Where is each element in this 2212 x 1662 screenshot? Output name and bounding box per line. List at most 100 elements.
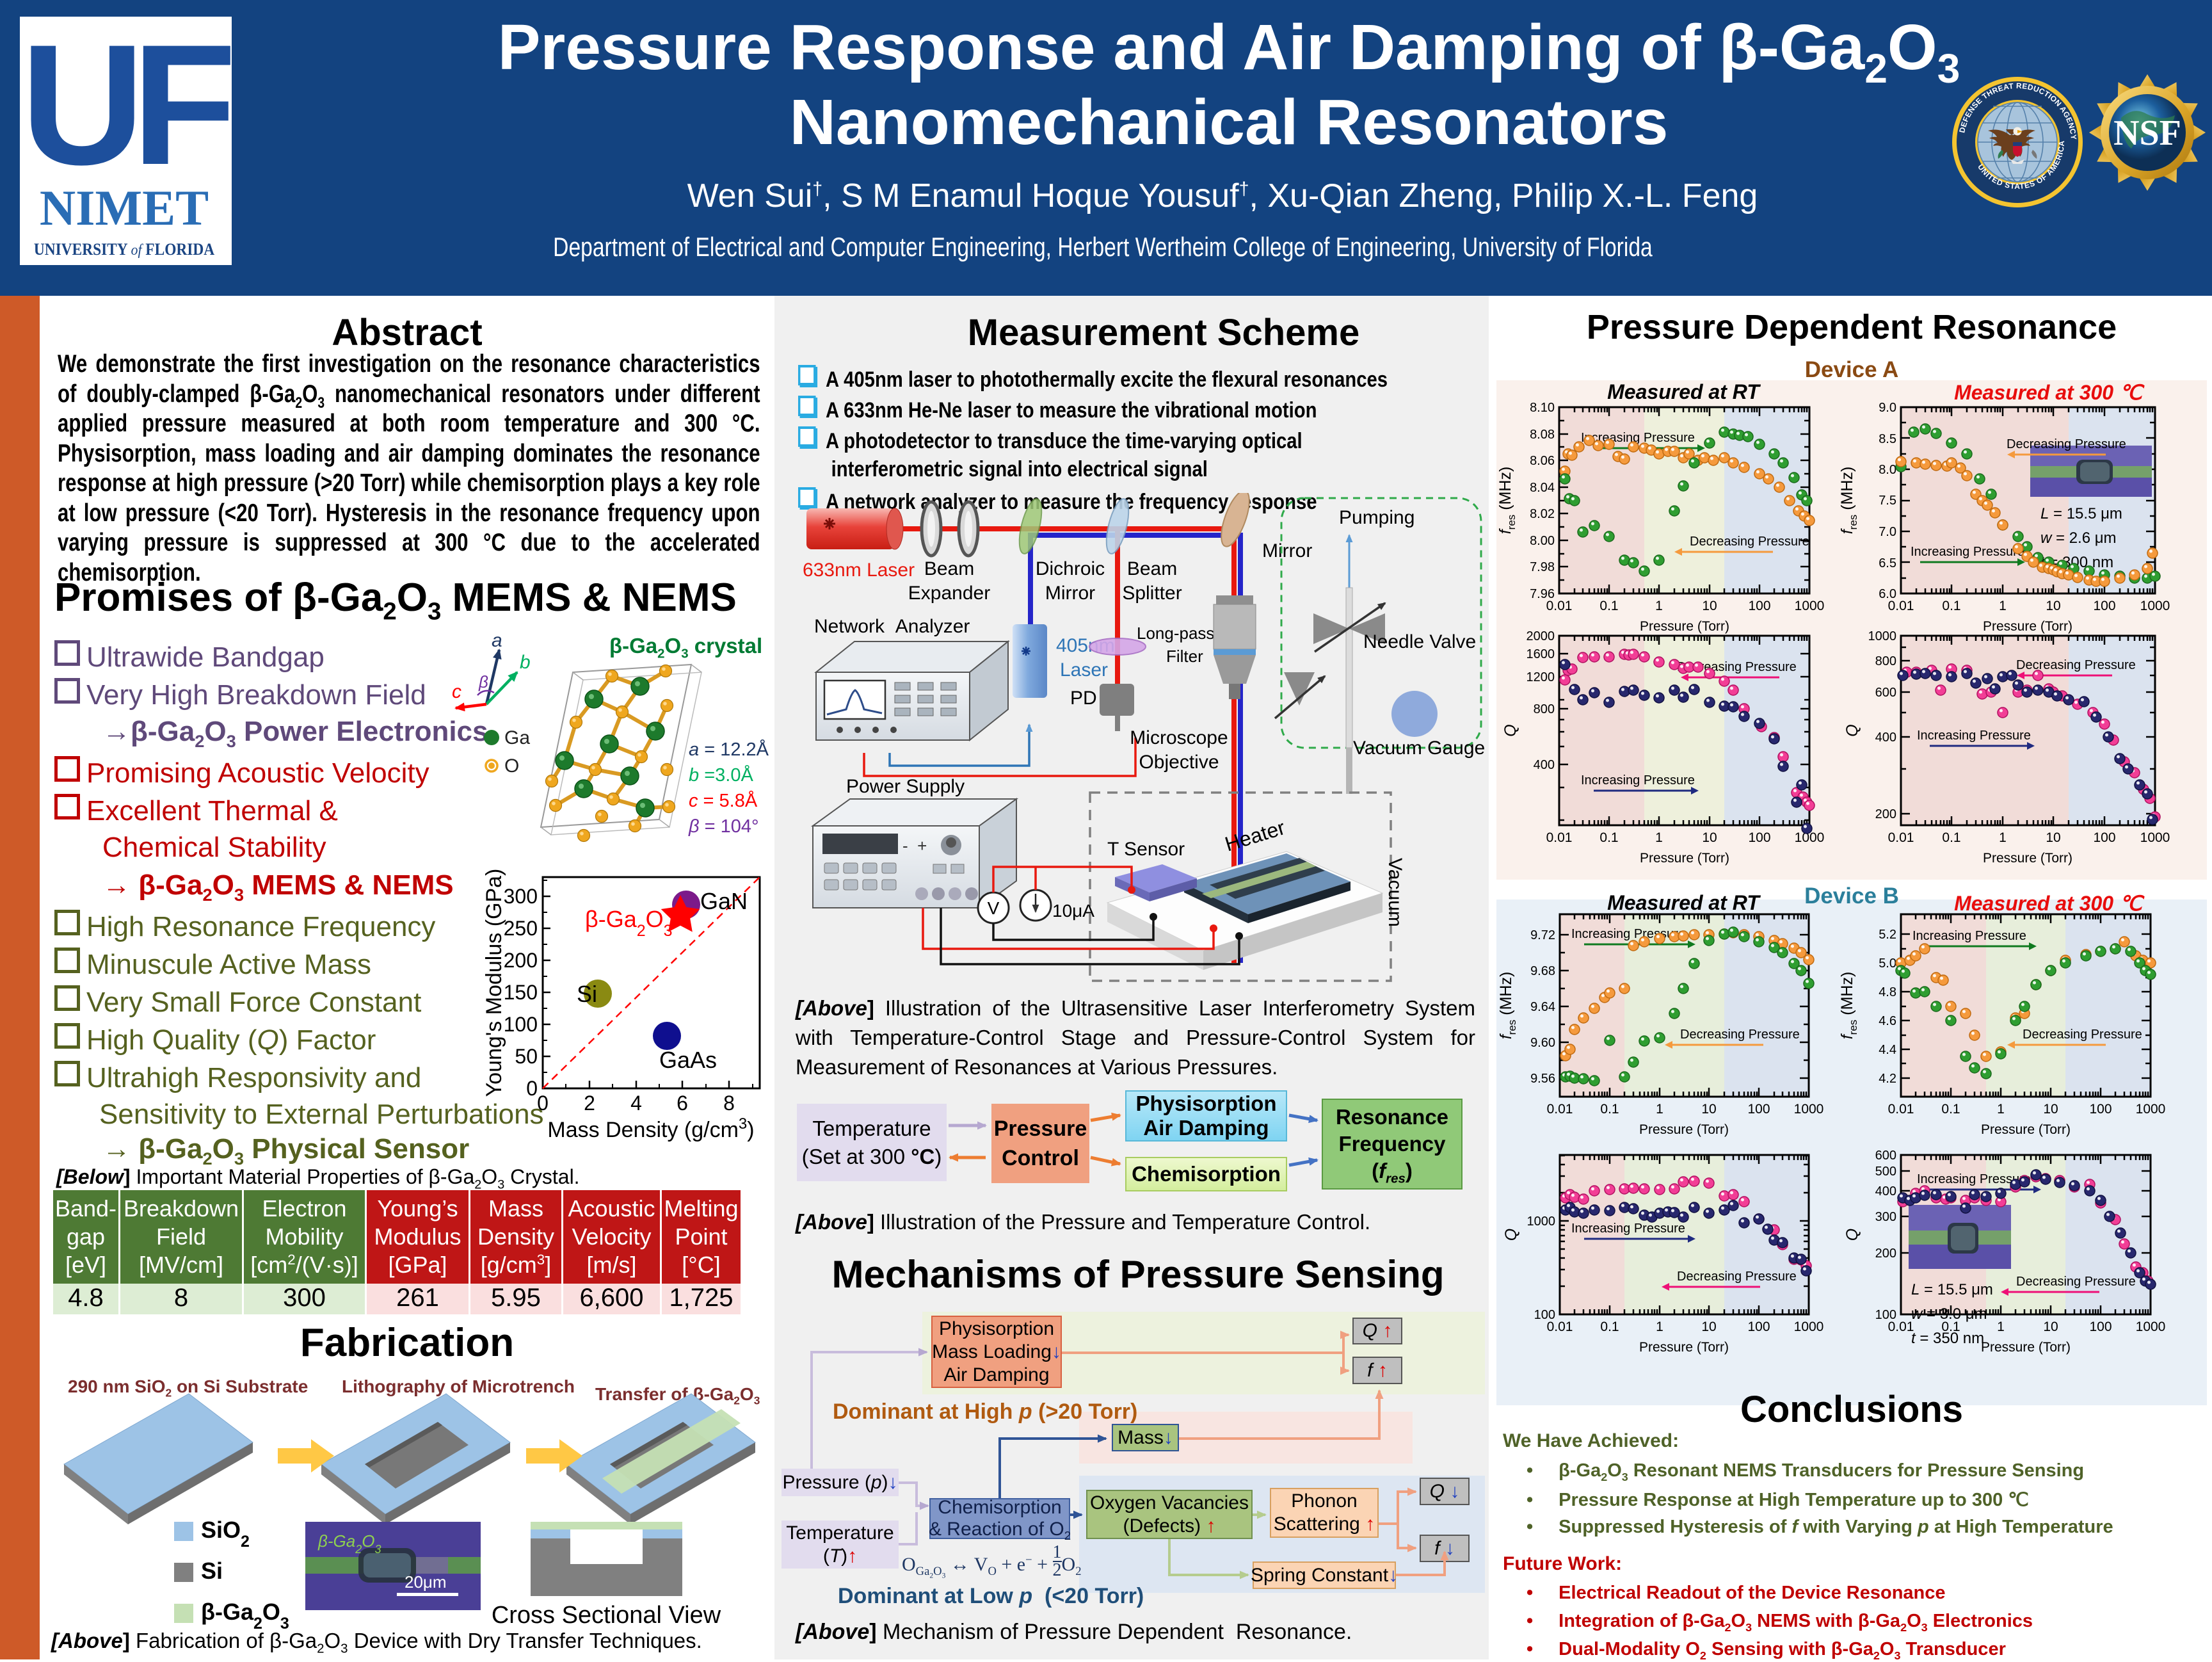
svg-text:2000: 2000 <box>1527 629 1555 643</box>
svg-text:Laser: Laser <box>1060 659 1108 681</box>
svg-text:7.0: 7.0 <box>1879 525 1896 539</box>
svg-text:100: 100 <box>1875 1308 1896 1322</box>
svg-text:Q: Q <box>1502 1229 1520 1241</box>
svg-text:T Sensor: T Sensor <box>1107 839 1185 860</box>
svg-text:100: 100 <box>504 1013 538 1036</box>
svg-text:0.01: 0.01 <box>1547 1102 1573 1117</box>
svg-text:1: 1 <box>1997 1319 2005 1334</box>
svg-text:Increasing Pressure: Increasing Pressure <box>1912 929 2026 943</box>
svg-text:1200: 1200 <box>1527 670 1555 684</box>
svg-text:0: 0 <box>526 1077 538 1100</box>
svg-text:300: 300 <box>1875 1210 1896 1224</box>
svg-text:10: 10 <box>1702 830 1717 845</box>
svg-text:0.01: 0.01 <box>1888 830 1914 845</box>
svg-text:Pressure (Torr): Pressure (Torr) <box>1640 619 1729 634</box>
svg-text:9.72: 9.72 <box>1530 928 1555 942</box>
svg-text:Increasing Pressure: Increasing Pressure <box>1581 773 1695 787</box>
svg-text:10: 10 <box>1702 599 1717 613</box>
svg-text:1000: 1000 <box>1795 599 1825 613</box>
svg-text:200: 200 <box>1875 1246 1896 1261</box>
svg-text:9.64: 9.64 <box>1530 1000 1555 1014</box>
svg-text:Pressure (Torr): Pressure (Torr) <box>1983 619 2072 634</box>
svg-text:100: 100 <box>1748 830 1770 845</box>
svg-text:10: 10 <box>2046 599 2060 613</box>
svg-text:a = 12.2Å: a = 12.2Å <box>689 739 769 760</box>
svg-text:Microscope: Microscope <box>1130 727 1228 748</box>
svg-text:4.2: 4.2 <box>1879 1072 1896 1086</box>
svg-text:Q: Q <box>1843 1229 1861 1241</box>
svg-text:10: 10 <box>2043 1319 2058 1334</box>
svg-text:1: 1 <box>1999 599 2007 613</box>
svg-text:100: 100 <box>2089 1102 2112 1117</box>
svg-text:Q: Q <box>1843 724 1861 736</box>
svg-text:Pressure (Torr): Pressure (Torr) <box>1983 851 2072 866</box>
svg-text:Decreasing Pressure: Decreasing Pressure <box>1677 1270 1797 1284</box>
svg-text:8.02: 8.02 <box>1530 507 1555 521</box>
svg-text:Power Supply: Power Supply <box>846 776 965 797</box>
svg-text:1: 1 <box>1656 1102 1663 1117</box>
svg-text:100: 100 <box>1534 1308 1555 1322</box>
svg-text:Needle Valve: Needle Valve <box>1363 631 1476 652</box>
svg-text:b: b <box>520 652 531 673</box>
svg-text:Pressure (Torr): Pressure (Torr) <box>1640 851 1729 866</box>
svg-text:Splitter: Splitter <box>1122 583 1182 604</box>
svg-text:1000: 1000 <box>2140 830 2170 845</box>
svg-text:1: 1 <box>1656 1319 1663 1334</box>
svg-text:Pumping: Pumping <box>1339 507 1415 528</box>
svg-text:0.1: 0.1 <box>1600 1102 1619 1117</box>
svg-text:8.10: 8.10 <box>1530 401 1555 415</box>
svg-text:0.1: 0.1 <box>1942 599 1960 613</box>
svg-text:β-Ga2O3: β-Ga2O3 <box>201 1599 289 1633</box>
svg-text:1600: 1600 <box>1527 647 1555 661</box>
svg-text:Cross Sectional View: Cross Sectional View <box>492 1602 721 1629</box>
svg-text:8.5: 8.5 <box>1879 432 1896 446</box>
svg-text:10: 10 <box>1701 1319 1716 1334</box>
svg-text:6.0: 6.0 <box>1879 587 1896 601</box>
svg-text:4.8: 4.8 <box>1879 985 1896 999</box>
svg-text:Increasing Pressure: Increasing Pressure <box>1571 927 1685 941</box>
svg-text:8.04: 8.04 <box>1530 481 1555 495</box>
svg-text:Mass Density (g/cm3): Mass Density (g/cm3) <box>547 1115 754 1143</box>
svg-text:6.5: 6.5 <box>1879 556 1896 570</box>
svg-text:V: V <box>988 898 1000 918</box>
svg-text:NSF: NSF <box>2113 113 2181 153</box>
svg-text:Expander: Expander <box>908 583 990 604</box>
svg-text:1: 1 <box>1997 1102 2005 1117</box>
svg-text:fres (MHz): fres (MHz) <box>1838 972 1859 1040</box>
svg-text:Si: Si <box>577 981 597 1007</box>
svg-text:300: 300 <box>504 885 538 908</box>
svg-text:0: 0 <box>537 1092 549 1115</box>
svg-text:t = 350 nm: t = 350 nm <box>1911 1330 1984 1347</box>
svg-text:Mirror: Mirror <box>1262 540 1312 561</box>
svg-text:0.01: 0.01 <box>1546 830 1573 845</box>
svg-text:b =3.0Å: b =3.0Å <box>689 764 753 786</box>
svg-text:w = 2.6 μm: w = 2.6 μm <box>2040 529 2117 547</box>
svg-text:150: 150 <box>504 981 538 1004</box>
svg-text:L = 15.5 μm: L = 15.5 μm <box>2040 505 2122 522</box>
svg-text:a: a <box>492 630 502 651</box>
svg-text:2: 2 <box>584 1092 595 1115</box>
svg-text:SiO2: SiO2 <box>201 1517 250 1551</box>
svg-text:Dichroic: Dichroic <box>1036 558 1105 579</box>
svg-text:Vacuum: Vacuum <box>1384 858 1406 927</box>
svg-text:0.1: 0.1 <box>1599 830 1618 845</box>
svg-text:400: 400 <box>1534 758 1555 772</box>
svg-text:400: 400 <box>1875 1184 1896 1198</box>
svg-text:GaAs: GaAs <box>659 1047 717 1073</box>
svg-text:4.4: 4.4 <box>1879 1043 1896 1057</box>
svg-text:633nm Laser: 633nm Laser <box>803 560 915 581</box>
svg-text:500: 500 <box>1875 1165 1896 1179</box>
svg-text:50: 50 <box>515 1045 538 1068</box>
svg-text:400: 400 <box>1875 730 1896 745</box>
svg-text:800: 800 <box>1534 702 1555 716</box>
svg-text:Network Analyzer: Network Analyzer <box>814 616 970 637</box>
svg-text:600: 600 <box>1875 1149 1896 1163</box>
svg-text:- +: - + <box>902 836 927 855</box>
svg-text:Increasing Pressure: Increasing Pressure <box>1917 729 2031 743</box>
svg-text:Vacuum Gauge: Vacuum Gauge <box>1353 738 1485 759</box>
svg-text:800: 800 <box>1875 654 1896 668</box>
svg-text:9.56: 9.56 <box>1530 1072 1555 1086</box>
svg-text:10: 10 <box>1701 1102 1716 1117</box>
svg-text:Ga: Ga <box>504 727 530 748</box>
svg-text:UNIVERSITY of FLORIDA: UNIVERSITY of FLORIDA <box>34 241 214 259</box>
